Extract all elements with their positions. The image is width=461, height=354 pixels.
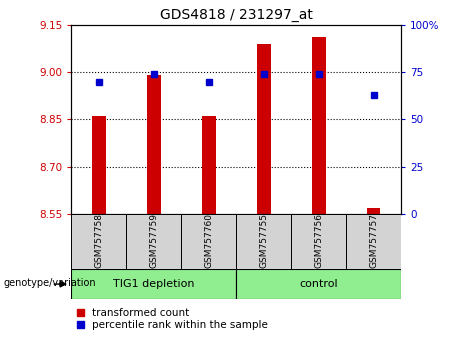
Bar [236, 214, 291, 269]
Bar [147, 75, 161, 214]
Text: TIG1 depletion: TIG1 depletion [113, 279, 195, 289]
Title: GDS4818 / 231297_at: GDS4818 / 231297_at [160, 8, 313, 22]
Bar [291, 214, 346, 269]
Bar [367, 208, 380, 214]
Bar [202, 116, 216, 214]
Bar [92, 116, 106, 214]
Bar [346, 214, 401, 269]
Text: GSM757760: GSM757760 [204, 213, 213, 268]
Bar [312, 38, 325, 214]
Bar [257, 44, 271, 214]
Text: genotype/variation: genotype/variation [4, 278, 96, 287]
Text: GSM757755: GSM757755 [259, 213, 268, 268]
Text: GSM757758: GSM757758 [95, 213, 103, 268]
Bar [181, 214, 236, 269]
Bar [236, 269, 401, 299]
Text: GSM757756: GSM757756 [314, 213, 323, 268]
Text: control: control [299, 279, 338, 289]
Legend: transformed count, percentile rank within the sample: transformed count, percentile rank withi… [77, 308, 268, 331]
Bar [71, 269, 236, 299]
Text: GSM757757: GSM757757 [369, 213, 378, 268]
Text: GSM757759: GSM757759 [149, 213, 159, 268]
Bar [71, 214, 126, 269]
Bar [126, 214, 181, 269]
